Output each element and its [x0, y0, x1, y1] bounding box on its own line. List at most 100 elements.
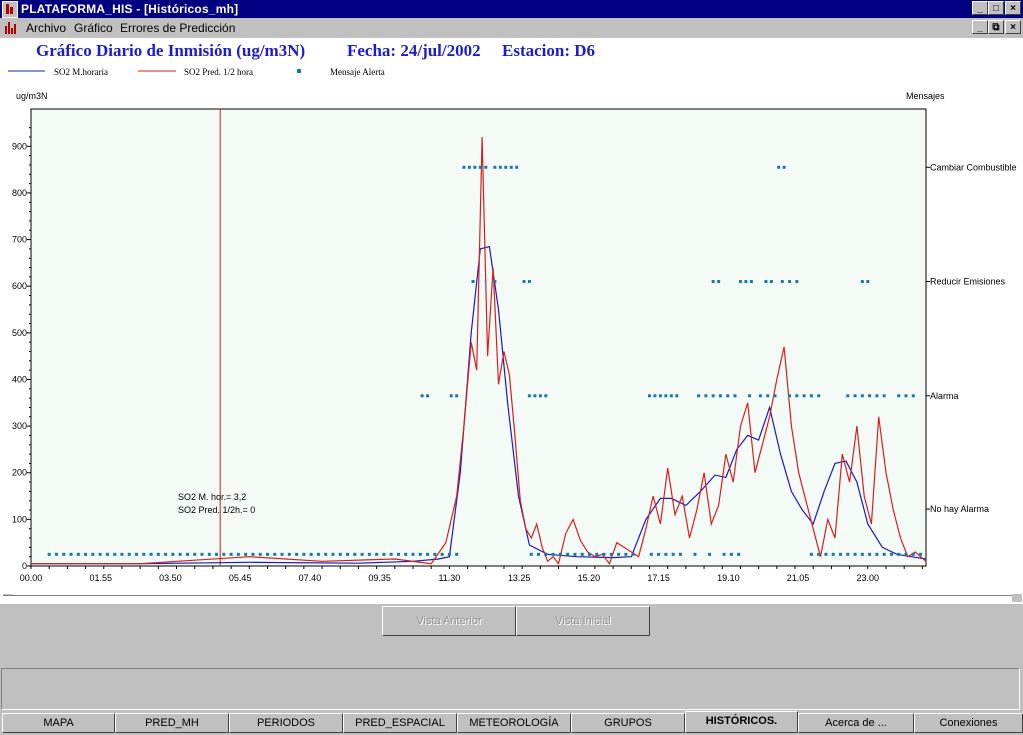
chart-station: Estacion: D6 — [502, 41, 596, 60]
y-tick-label: 300 — [12, 421, 27, 431]
alert-marker — [527, 280, 531, 284]
alert-marker — [449, 394, 453, 398]
alert-marker — [657, 552, 661, 556]
x-tick-label: 11.30 — [438, 573, 460, 583]
alert-marker — [273, 552, 277, 556]
alert-marker — [236, 552, 240, 556]
alert-marker — [527, 394, 531, 398]
alert-marker — [142, 552, 146, 556]
alert-marker — [538, 394, 542, 398]
tab-historicos[interactable]: HISTÓRICOS. — [685, 711, 798, 733]
tab-mapa[interactable]: MAPA — [2, 713, 115, 733]
alert-marker — [824, 552, 828, 556]
alert-marker — [749, 280, 753, 284]
alert-marker — [258, 552, 262, 556]
annotation-horaria: SO2 M. hor.= 3,2 — [178, 492, 247, 502]
title-bar: PLATAFORMA_HIS - [Históricos_mh] _ □ × — [0, 0, 1023, 18]
alert-marker — [509, 165, 513, 169]
alert-marker — [316, 552, 320, 556]
alert-marker — [207, 552, 211, 556]
alert-marker — [693, 552, 697, 556]
alert-marker — [882, 394, 886, 398]
scroll-right-icon[interactable] — [1012, 594, 1022, 602]
alert-marker — [773, 394, 777, 398]
alert-marker — [788, 394, 792, 398]
alert-marker — [875, 394, 879, 398]
y-tick-label: 0 — [22, 561, 27, 571]
tab-pred-espacial[interactable]: PRED_ESPACIAL — [343, 713, 457, 733]
tab-meteorologia[interactable]: METEOROLOGÍA — [457, 713, 571, 733]
x-tick-label: 00.00 — [20, 573, 43, 583]
message-level-label: No hay Alarma — [930, 504, 989, 514]
alert-marker — [729, 552, 733, 556]
alert-marker — [617, 552, 621, 556]
horizontal-scrollbar[interactable] — [0, 592, 1023, 604]
y-tick-label: 600 — [12, 281, 27, 291]
legend-swatches — [8, 69, 301, 73]
x-tick-label: 17.15 — [647, 573, 670, 583]
tab-periodos[interactable]: PERIODOS — [229, 713, 343, 733]
y-axis-label: ug/m3N — [16, 91, 48, 101]
alert-marker — [265, 552, 269, 556]
alert-marker — [580, 552, 584, 556]
y-tick-label: 100 — [12, 514, 27, 524]
series-pred-line — [31, 136, 927, 566]
initial-view-button[interactable]: Vista Inicial — [516, 606, 650, 636]
maximize-icon[interactable]: □ — [988, 1, 1004, 15]
alert-marker — [411, 552, 415, 556]
alert-marker — [919, 552, 923, 556]
alert-marker — [420, 394, 424, 398]
tab-conexiones[interactable]: Conexiones — [914, 713, 1023, 733]
tab-grupos[interactable]: GRUPOS — [571, 713, 685, 733]
menu-bar: Archivo Gráfico Errores de Predicción _ … — [0, 18, 1023, 38]
alert-marker — [853, 394, 857, 398]
alert-marker — [795, 394, 799, 398]
message-level-label: Cambiar Combustible — [930, 162, 1017, 172]
alert-marker — [868, 394, 872, 398]
legend-alert: Mensaje Alerta — [330, 67, 385, 77]
alert-marker — [171, 552, 175, 556]
alert-marker — [149, 552, 153, 556]
minimize-icon[interactable]: _ — [972, 1, 988, 15]
alert-marker — [244, 552, 248, 556]
tab-acerca-de[interactable]: Acerca de ... — [798, 713, 914, 733]
menu-grafico[interactable]: Gráfico — [74, 21, 113, 35]
y-tick-label: 700 — [12, 235, 27, 245]
alert-marker — [738, 280, 742, 284]
alert-marker — [178, 552, 182, 556]
alert-marker — [544, 394, 548, 398]
alert-marker — [882, 552, 886, 556]
alert-marker — [222, 552, 226, 556]
alert-marker — [382, 552, 386, 556]
alert-marker — [484, 165, 488, 169]
alert-marker — [389, 552, 393, 556]
legend-horaria: SO2 M.horaria — [54, 67, 108, 77]
mdi-restore-icon[interactable]: ⧉ — [988, 20, 1004, 34]
menu-errores-prediccion[interactable]: Errores de Predicción — [120, 21, 236, 35]
menu-archivo[interactable]: Archivo — [26, 21, 67, 35]
chart-icon[interactable] — [4, 21, 18, 34]
alert-marker — [360, 552, 364, 556]
tab-pred-mh[interactable]: PRED_MH — [115, 713, 229, 733]
chart-title: Gráfico Diario de Inmisión (ug/m3N) — [36, 41, 306, 60]
close-icon[interactable]: × — [1005, 1, 1021, 15]
alert-marker — [113, 552, 117, 556]
alert-marker — [653, 394, 657, 398]
mdi-close-icon[interactable]: × — [1005, 20, 1021, 34]
y2-axis-label: Mensajes — [906, 91, 945, 101]
app-icon[interactable] — [2, 1, 18, 18]
alert-marker — [375, 552, 379, 556]
mdi-minimize-icon[interactable]: _ — [972, 20, 988, 34]
annotation-pred: SO2 Pred. 1/2h.= 0 — [178, 505, 256, 515]
x-tick-label: 21.05 — [787, 573, 810, 583]
alert-marker — [711, 280, 715, 284]
y-tick-label: 500 — [12, 328, 27, 338]
alert-marker — [669, 394, 673, 398]
alert-marker — [367, 552, 371, 556]
alert-marker — [647, 394, 651, 398]
alert-marker — [904, 552, 908, 556]
scroll-track[interactable] — [3, 595, 1018, 603]
prev-view-button[interactable]: Vista Anterior — [382, 606, 516, 636]
message-level-label: Alarma — [930, 391, 959, 401]
chart-plot[interactable]: 0 100 200 300 400 500 600 700 800 900 00.00 01.55 03… — [0, 38, 1023, 592]
